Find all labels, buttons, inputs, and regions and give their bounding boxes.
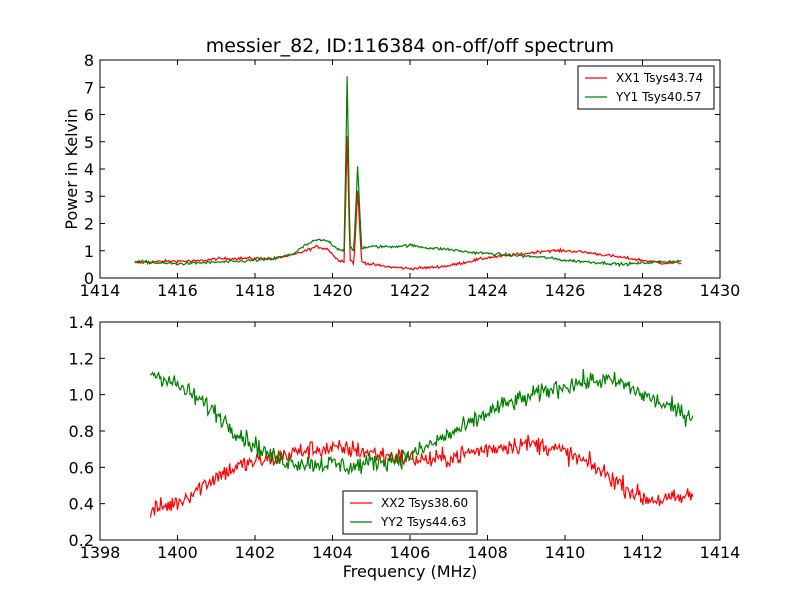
bottom-legend: XX2 Tsys38.60 YY2 Tsys44.63: [342, 490, 478, 535]
y-tick-label: 0: [84, 269, 94, 288]
legend-label: XX2 Tsys38.60: [381, 496, 468, 510]
y-tick-label: 3: [84, 187, 94, 206]
series-line-yy2: [149, 369, 694, 475]
x-tick-label: 1412: [622, 543, 663, 562]
legend-box: [342, 490, 478, 535]
y-tick-label: 1.4: [69, 313, 94, 332]
x-tick-label: 1416: [157, 281, 198, 300]
legend-label: XX1 Tsys43.74: [616, 71, 703, 85]
bottom-plot-frame: [99, 321, 721, 541]
x-tick-label: 1402: [235, 543, 276, 562]
y-tick-label: 1: [84, 242, 94, 261]
y-tick-label: 8: [84, 51, 94, 70]
x-tick-label: 1420: [312, 281, 353, 300]
y-tick-label: 0.6: [69, 458, 94, 477]
x-tick-label: 1424: [467, 281, 508, 300]
top-legend: XX1 Tsys43.74 YY1 Tsys40.57: [577, 65, 715, 110]
x-tick-label: 1408: [467, 543, 508, 562]
y-tick-label: 7: [84, 78, 94, 97]
x-tick-label: 1400: [157, 543, 198, 562]
y-tick-label: 1.2: [69, 349, 94, 368]
legend-label: YY2 Tsys44.63: [380, 515, 466, 529]
top-chart-title: messier_82, ID:116384 on-off/off spectru…: [206, 35, 614, 57]
x-tick-label: 1398: [80, 543, 121, 562]
bottom-series-group: [149, 369, 694, 518]
y-tick-label: 4: [84, 160, 94, 179]
bottom-x-axis-label: Frequency (MHz): [343, 562, 477, 581]
x-tick-label: 1404: [312, 543, 353, 562]
y-tick-label: 0.4: [69, 495, 94, 514]
top-panel: messier_82, ID:116384 on-off/off spectru…: [62, 35, 740, 300]
series-line-yy1: [134, 76, 682, 268]
x-tick-label: 1418: [235, 281, 276, 300]
x-tick-label: 1410: [545, 543, 586, 562]
x-tick-label: 1414: [700, 543, 741, 562]
x-tick-label: 1414: [80, 281, 121, 300]
top-y-axis-label: Power in Kelvin: [62, 108, 81, 229]
top-plot-frame: [99, 59, 721, 279]
bottom-ticks-group: 1398 1400 1402 1404 1406 1408 1410 1412 1414 0.2 0…: [69, 313, 741, 562]
legend-label: YY1 Tsys40.57: [615, 90, 701, 104]
x-tick-label: 1422: [390, 281, 431, 300]
x-tick-label: 1428: [622, 281, 663, 300]
legend-box: [577, 65, 715, 110]
y-tick-label: 0.2: [69, 531, 94, 550]
x-tick-label: 1406: [390, 543, 431, 562]
bottom-panel: Frequency (MHz) 1398 1400 1402 1404 1406 1408…: [69, 313, 741, 581]
x-tick-label: 1430: [700, 281, 741, 300]
top-ticks-group: 1414 1416 1418 1420 1422 1424 1426 1428 1430 0 1 2 3…: [80, 51, 741, 300]
top-series-group: [134, 76, 682, 271]
x-tick-label: 1426: [545, 281, 586, 300]
series-line-xx2: [149, 434, 694, 518]
y-tick-label: 2: [84, 215, 94, 234]
y-tick-label: 5: [84, 133, 94, 152]
y-tick-label: 1.0: [69, 386, 94, 405]
series-line-xx1: [134, 136, 682, 271]
y-tick-label: 0.8: [69, 422, 94, 441]
y-tick-label: 6: [84, 106, 94, 125]
